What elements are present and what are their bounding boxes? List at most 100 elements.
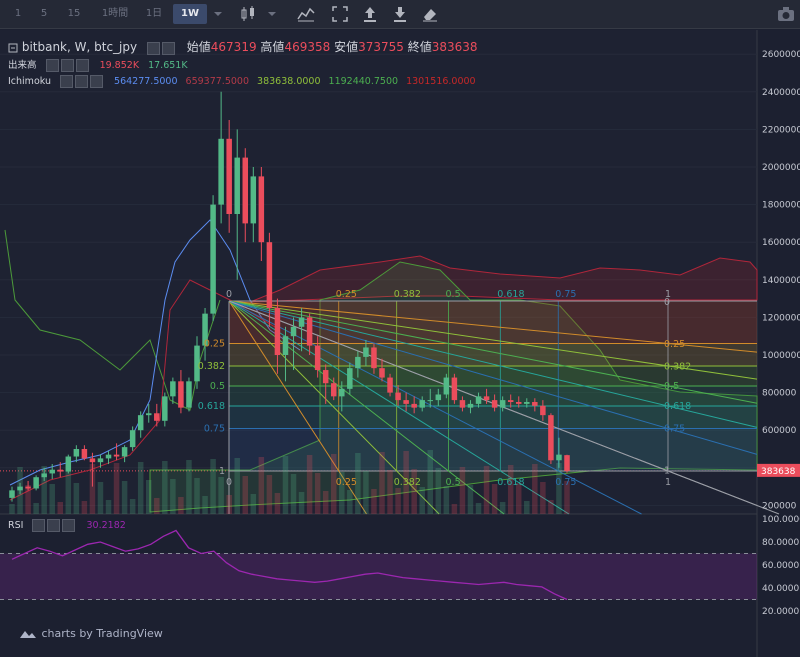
- candle-body: [355, 356, 361, 369]
- candle-body: [427, 400, 434, 402]
- volume-bar: [548, 500, 554, 514]
- candle-body: [186, 381, 192, 408]
- candle-body: [17, 486, 23, 491]
- interval-1d[interactable]: 1日: [145, 8, 163, 19]
- rsi-buttons[interactable]: [32, 519, 77, 532]
- volume-bar: [178, 497, 184, 514]
- indicators-icon[interactable]: [296, 4, 316, 24]
- collapse-icon[interactable]: [8, 43, 18, 53]
- price-chart[interactable]: 0 0.25 0.382 0.5 0.618 0.75 10 0.25 0.382 0.5 0.61…: [0, 30, 800, 657]
- chart-type-dropdown-icon[interactable]: [262, 4, 282, 24]
- candle-body: [475, 396, 482, 404]
- candle-body: [339, 388, 345, 397]
- volume-buttons[interactable]: [45, 59, 91, 72]
- volume-bar: [363, 471, 369, 514]
- candle-body: [306, 317, 313, 346]
- volume-bar: [427, 450, 434, 514]
- fib-top-label: 0.25: [336, 289, 357, 300]
- tradingview-logo-icon: [20, 631, 36, 638]
- candle-body: [105, 454, 112, 459]
- candle-body: [178, 381, 184, 408]
- candle-body: [556, 454, 562, 461]
- volume-bar: [266, 475, 273, 514]
- candle-body: [33, 477, 39, 489]
- volume-bar: [210, 459, 216, 514]
- fib-fan-line: [228, 300, 758, 455]
- volume-bar: [371, 489, 377, 514]
- rsi-axis-label: 60.0000: [762, 561, 799, 571]
- candle-body: [129, 430, 136, 448]
- volume-bar: [145, 480, 152, 514]
- volume-bar: [330, 454, 337, 514]
- download-icon[interactable]: [390, 4, 410, 24]
- chart-area[interactable]: 0 0.25 0.382 0.5 0.618 0.75 1 0 0.25 0.382 0.5 0.61…: [0, 30, 800, 657]
- interval-1m[interactable]: 1: [14, 8, 22, 19]
- interval-15m[interactable]: 15: [67, 8, 81, 19]
- volume-bar: [347, 490, 353, 514]
- rsi-line: [11, 529, 568, 601]
- fib-bottom-label: 0.25: [336, 477, 357, 488]
- candle-body: [459, 400, 466, 408]
- price-axis-label: 1600000: [762, 238, 800, 248]
- volume-bar: [532, 464, 538, 514]
- interval-5m[interactable]: 5: [40, 8, 48, 19]
- candle-body: [540, 405, 546, 416]
- price-axis-label: 200000: [762, 501, 797, 511]
- candle-body: [89, 458, 96, 463]
- interval-dropdown-icon[interactable]: [208, 4, 228, 24]
- fib-band: [229, 428, 757, 471]
- volume-bar: [97, 482, 104, 514]
- volume-bar: [564, 481, 570, 514]
- volume-bar: [105, 500, 112, 514]
- volume-bar: [234, 458, 240, 514]
- main-legend: bitbank, W, btc_jpy 始値467319 高値469358 安値…: [8, 38, 478, 55]
- fib-fan-line: [228, 300, 367, 515]
- volume-bar: [306, 455, 313, 514]
- volume-bar: [41, 466, 47, 514]
- interval-1h[interactable]: 1時間: [101, 8, 129, 19]
- volume-bar: [202, 496, 208, 514]
- ichimoku-span-a: 1192440.7500: [328, 76, 399, 87]
- rsi-axis-label: 100.0000: [762, 515, 800, 525]
- ichimoku-buttons[interactable]: [60, 75, 105, 88]
- candle-body: [548, 415, 554, 461]
- volume-bar: [258, 457, 265, 514]
- fib-bottom-label: 1: [665, 477, 671, 488]
- rsi-axis-label: 80.0000: [762, 538, 799, 548]
- fullscreen-icon[interactable]: [330, 4, 350, 24]
- candle-body: [347, 368, 353, 389]
- candle-body: [499, 400, 506, 408]
- candlestick-icon[interactable]: [238, 4, 258, 24]
- candle-body: [395, 392, 401, 401]
- volume-bar: [218, 477, 224, 514]
- volume-bar: [483, 466, 490, 514]
- high-label: 高値: [260, 40, 285, 54]
- upload-icon[interactable]: [360, 4, 380, 24]
- legend-buttons[interactable]: [146, 41, 177, 55]
- candle-body: [290, 326, 297, 337]
- rsi-axis-label: 20.0000: [762, 607, 799, 617]
- open-label: 始値: [186, 40, 211, 54]
- fib-right-label: 1: [664, 465, 670, 476]
- candle-body: [363, 347, 369, 357]
- fib-right-label: 0.75: [664, 423, 685, 434]
- tradingview-watermark[interactable]: charts by TradingView: [18, 627, 163, 640]
- last-price-text: 383638: [761, 467, 796, 477]
- fib-bottom-label: 0: [226, 477, 232, 488]
- price-axis-label: 600000: [762, 426, 797, 436]
- ichimoku-base: 659377.5000: [185, 76, 250, 87]
- interval-1w[interactable]: 1W: [173, 4, 207, 24]
- fib-band: [229, 386, 757, 407]
- volume-bar: [57, 502, 64, 514]
- camera-icon[interactable]: [776, 4, 796, 24]
- candle-body: [170, 381, 176, 397]
- candle-body: [162, 396, 168, 421]
- candle-body: [274, 308, 281, 355]
- volume-bar: [556, 463, 562, 514]
- volume-bar: [314, 473, 321, 514]
- fib-left-label: 0.618: [198, 401, 225, 412]
- fib-fan-line: [228, 300, 758, 380]
- eraser-icon[interactable]: [420, 4, 440, 24]
- candle-body: [451, 377, 458, 401]
- volume-bar: [226, 495, 232, 514]
